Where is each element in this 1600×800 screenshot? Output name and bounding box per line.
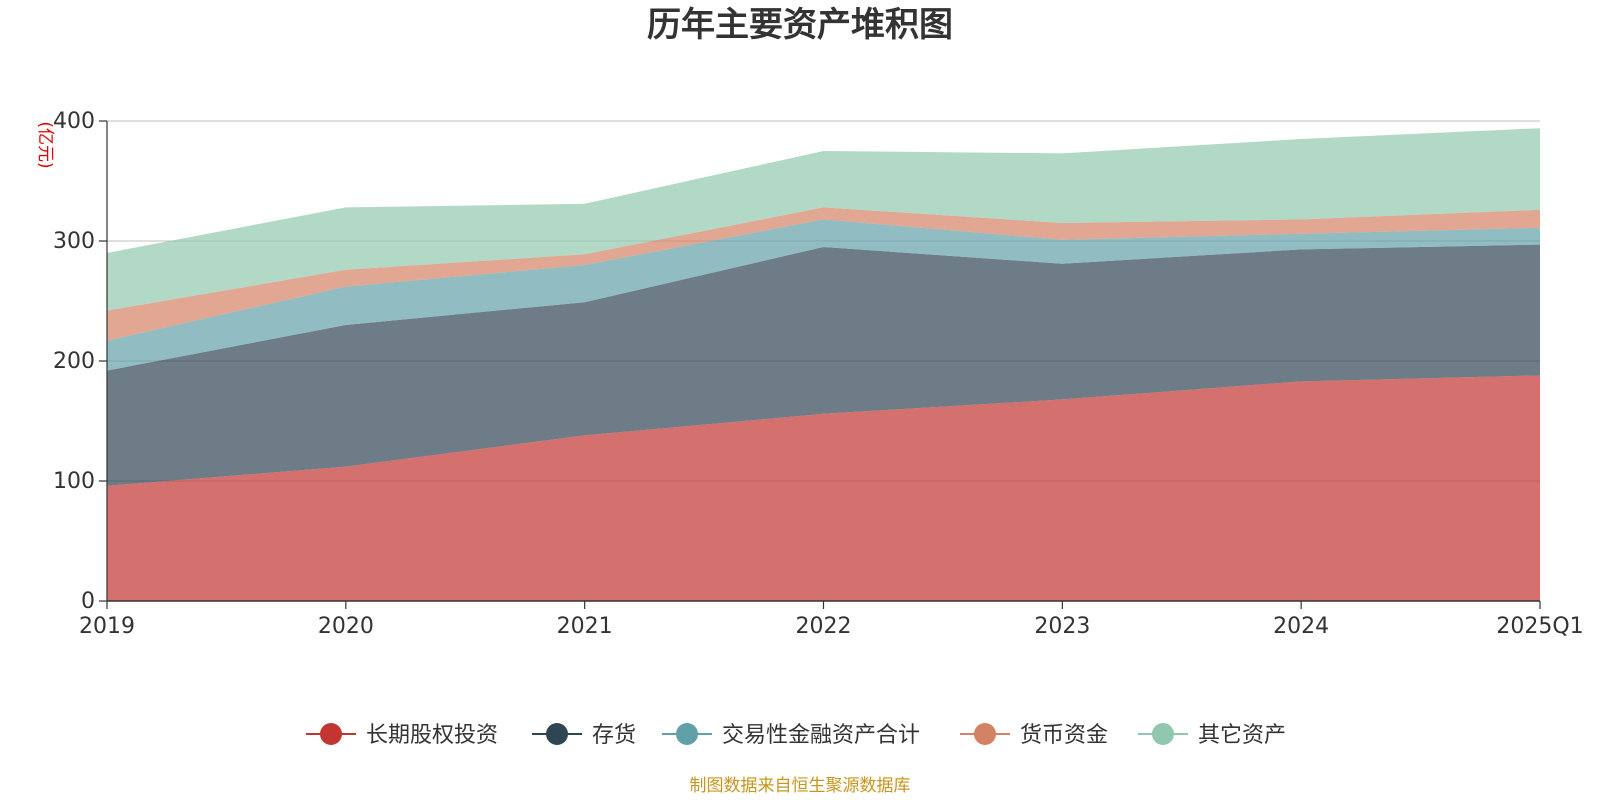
x-tick-label-6: 2025Q1 (1496, 614, 1583, 639)
x-tick-label-3: 2022 (796, 614, 852, 639)
x-tick-label-1: 2020 (318, 614, 374, 639)
legend-item-3[interactable]: 货币资金 (960, 723, 1108, 748)
y-tick-label-400: 400 (53, 109, 95, 134)
legend-item-0[interactable]: 长期股权投资 (306, 723, 498, 748)
legend-item-1[interactable]: 存货 (532, 723, 636, 748)
legend-label-0: 长期股权投资 (366, 723, 498, 748)
area-series-2[interactable] (107, 219, 1540, 371)
legend-item-4[interactable]: 其它资产 (1138, 723, 1286, 748)
y-tick-label-0: 0 (81, 589, 95, 614)
area-series-0[interactable] (107, 375, 1540, 601)
x-tick-label-4: 2023 (1034, 614, 1090, 639)
y-axis-unit-label: (亿元) (35, 121, 55, 168)
x-tick-label-2: 2021 (557, 614, 613, 639)
area-series-1[interactable] (107, 244, 1540, 486)
legend-label-2: 交易性金融资产合计 (722, 723, 920, 748)
legend-marker-2 (676, 723, 698, 745)
x-tick-label-0: 2019 (79, 614, 135, 639)
y-tick-label-200: 200 (53, 349, 95, 374)
axes: 0 100 200 300 400 2019 2020 2021 2022 2023 2024 202… (53, 109, 1584, 639)
area-series (107, 128, 1540, 601)
legend-marker-4 (1152, 723, 1174, 745)
x-tick-label-5: 2024 (1273, 614, 1329, 639)
legend-item-2[interactable]: 交易性金融资产合计 (662, 723, 920, 748)
legend-label-3: 货币资金 (1020, 723, 1108, 748)
legend-label-4: 其它资产 (1198, 723, 1286, 748)
y-tick-label-300: 300 (53, 229, 95, 254)
legend[interactable]: 长期股权投资 存货 交易性金融资产合计 货币资金 其它资产 (306, 723, 1286, 748)
chart-title: 历年主要资产堆积图 (647, 5, 953, 45)
legend-marker-3 (974, 723, 996, 745)
area-series-4[interactable] (107, 128, 1540, 311)
source-note: 制图数据来自恒生聚源数据库 (690, 776, 911, 796)
area-series-3[interactable] (107, 207, 1540, 341)
legend-marker-0 (320, 723, 342, 745)
y-tick-label-100: 100 (53, 469, 95, 494)
legend-marker-1 (546, 723, 568, 745)
legend-label-1: 存货 (592, 723, 636, 748)
